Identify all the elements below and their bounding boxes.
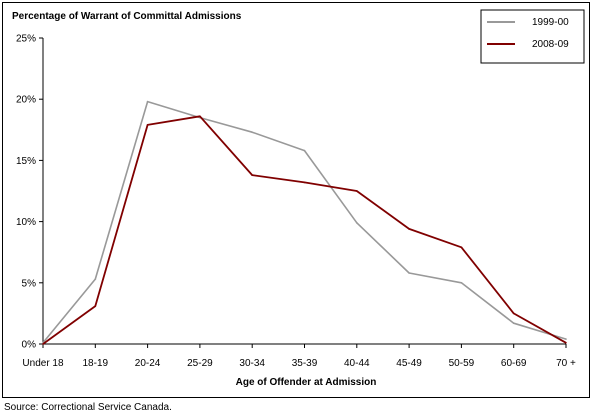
x-tick-label: 50-59 xyxy=(449,358,475,369)
data-point-2008-09 xyxy=(408,228,410,230)
x-tick-label: Under 18 xyxy=(22,358,64,369)
data-point-2008-09 xyxy=(94,305,97,307)
data-point-2008-09 xyxy=(303,181,306,184)
x-tick-label: 30-34 xyxy=(239,358,265,369)
chart-title: Percentage of Warrant of Committal Admis… xyxy=(12,11,242,22)
x-tick-label: 45-49 xyxy=(396,358,422,369)
data-point-1999-00 xyxy=(512,322,515,324)
data-point-2008-09 xyxy=(460,246,463,249)
legend: 1999-00 2008-09 xyxy=(480,9,585,64)
series-layer xyxy=(42,100,567,345)
legend-box xyxy=(480,9,585,64)
x-tick-label: 25-29 xyxy=(187,358,213,369)
data-point-2008-09 xyxy=(512,312,515,315)
chart-frame xyxy=(2,2,590,398)
data-point-2008-09 xyxy=(356,190,358,192)
y-tick-label: 25% xyxy=(16,34,36,45)
y-tick-label: 20% xyxy=(16,95,36,106)
x-tick-label: 35-39 xyxy=(292,358,318,369)
data-point-1999-00 xyxy=(565,338,567,340)
x-tick-label: 60-69 xyxy=(501,358,527,369)
x-axis-title: Age of Offender at Admission xyxy=(236,377,377,388)
data-point-2008-09 xyxy=(199,115,201,118)
source-note: Source: Correctional Service Canada. xyxy=(4,402,172,413)
x-axis-ticks: Under 18 18-19 20-24 25-29 30-34 35-39 40-44 45… xyxy=(22,344,576,369)
y-axis-ticks: 0% 5% 10% 15% 20% 25% xyxy=(16,34,43,351)
series-line-1999-00 xyxy=(42,100,567,344)
line-chart: Percentage of Warrant of Committal Admis… xyxy=(12,9,585,388)
data-point-2008-09 xyxy=(146,124,149,126)
data-point-1999-00 xyxy=(408,272,410,274)
legend-label-1999-00: 1999-00 xyxy=(532,17,569,28)
data-point-2008-09 xyxy=(251,174,253,176)
data-point-1999-00 xyxy=(460,282,463,284)
data-point-1999-00 xyxy=(251,131,253,134)
data-point-1999-00 xyxy=(303,149,306,152)
y-tick-label: 10% xyxy=(16,217,36,228)
x-tick-label: 40-44 xyxy=(344,358,370,369)
y-tick-label: 0% xyxy=(22,340,37,351)
data-point-1999-00 xyxy=(146,100,149,103)
data-point-2008-09 xyxy=(42,343,44,345)
legend-label-2008-09: 2008-09 xyxy=(532,39,569,50)
y-tick-label: 15% xyxy=(16,156,36,167)
data-point-2008-09 xyxy=(565,341,567,344)
data-point-1999-00 xyxy=(356,222,358,224)
data-point-1999-00 xyxy=(94,278,97,280)
x-tick-label: 18-19 xyxy=(83,358,109,369)
x-tick-label: 70 + xyxy=(556,358,576,369)
y-tick-label: 5% xyxy=(22,278,37,289)
x-tick-label: 20-24 xyxy=(135,358,161,369)
